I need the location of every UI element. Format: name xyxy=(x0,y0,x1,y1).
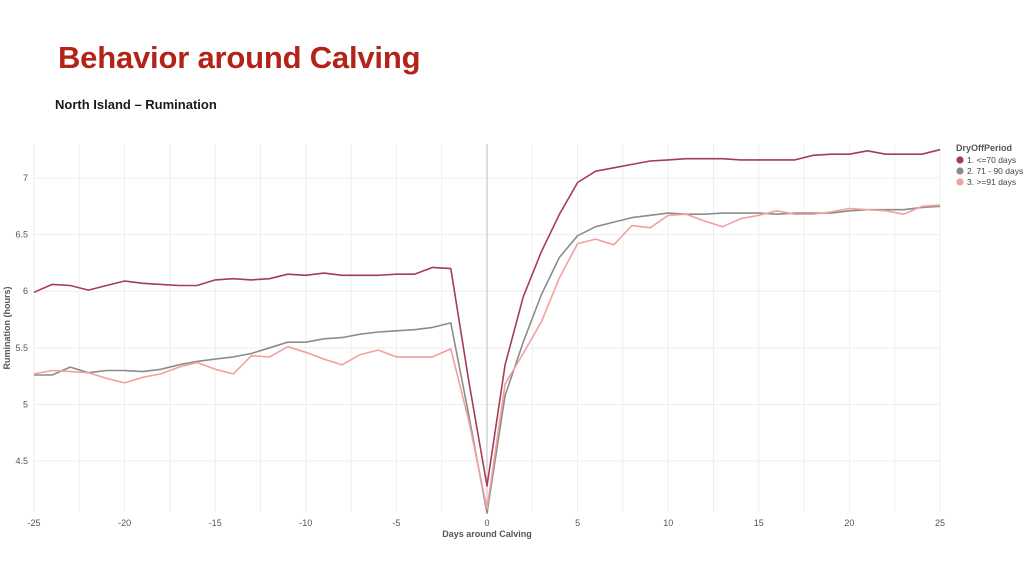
slide-title: Behavior around Calving xyxy=(58,40,421,75)
y-tick-label: 5 xyxy=(23,399,28,409)
x-axis-title: Days around Calving xyxy=(442,529,532,539)
legend-label: 1. <=70 days xyxy=(967,155,1016,165)
y-tick-label: 4.5 xyxy=(15,456,28,466)
x-tick-label: 0 xyxy=(484,518,489,528)
legend-marker xyxy=(956,167,964,175)
legend-label: 3. >=91 days xyxy=(967,177,1016,187)
y-tick-label: 5.5 xyxy=(15,343,28,353)
legend-marker xyxy=(956,156,964,164)
y-axis-title: Rumination (hours) xyxy=(2,287,12,370)
grid-layer xyxy=(33,144,941,512)
x-tick-label: 5 xyxy=(575,518,580,528)
x-tick-label: -15 xyxy=(209,518,222,528)
legend-label: 2. 71 - 90 days xyxy=(967,166,1023,176)
y-tick-label: 6.5 xyxy=(15,230,28,240)
x-tick-label: 25 xyxy=(935,518,945,528)
x-tick-label: 10 xyxy=(663,518,673,528)
axis-layer: -25 -20 -15 -10 -5 0 5 10 15 20 25 4.5 5 5.5 6 6.5 7 Days… xyxy=(2,173,945,539)
x-tick-label: 15 xyxy=(754,518,764,528)
series-layer xyxy=(33,148,941,514)
y-tick-label: 6 xyxy=(23,286,28,296)
x-tick-label: -20 xyxy=(118,518,131,528)
legend-title: DryOffPeriod xyxy=(956,143,1012,153)
x-tick-label: 20 xyxy=(844,518,854,528)
series-line-1 xyxy=(33,148,941,487)
x-tick-label: -5 xyxy=(392,518,400,528)
legend-marker xyxy=(956,178,964,186)
x-tick-label: -10 xyxy=(299,518,312,528)
y-tick-label: 7 xyxy=(23,173,28,183)
series-line-3 xyxy=(33,204,941,510)
x-tick-label: -25 xyxy=(27,518,40,528)
chart-subtitle: North Island – Rumination xyxy=(55,97,217,112)
